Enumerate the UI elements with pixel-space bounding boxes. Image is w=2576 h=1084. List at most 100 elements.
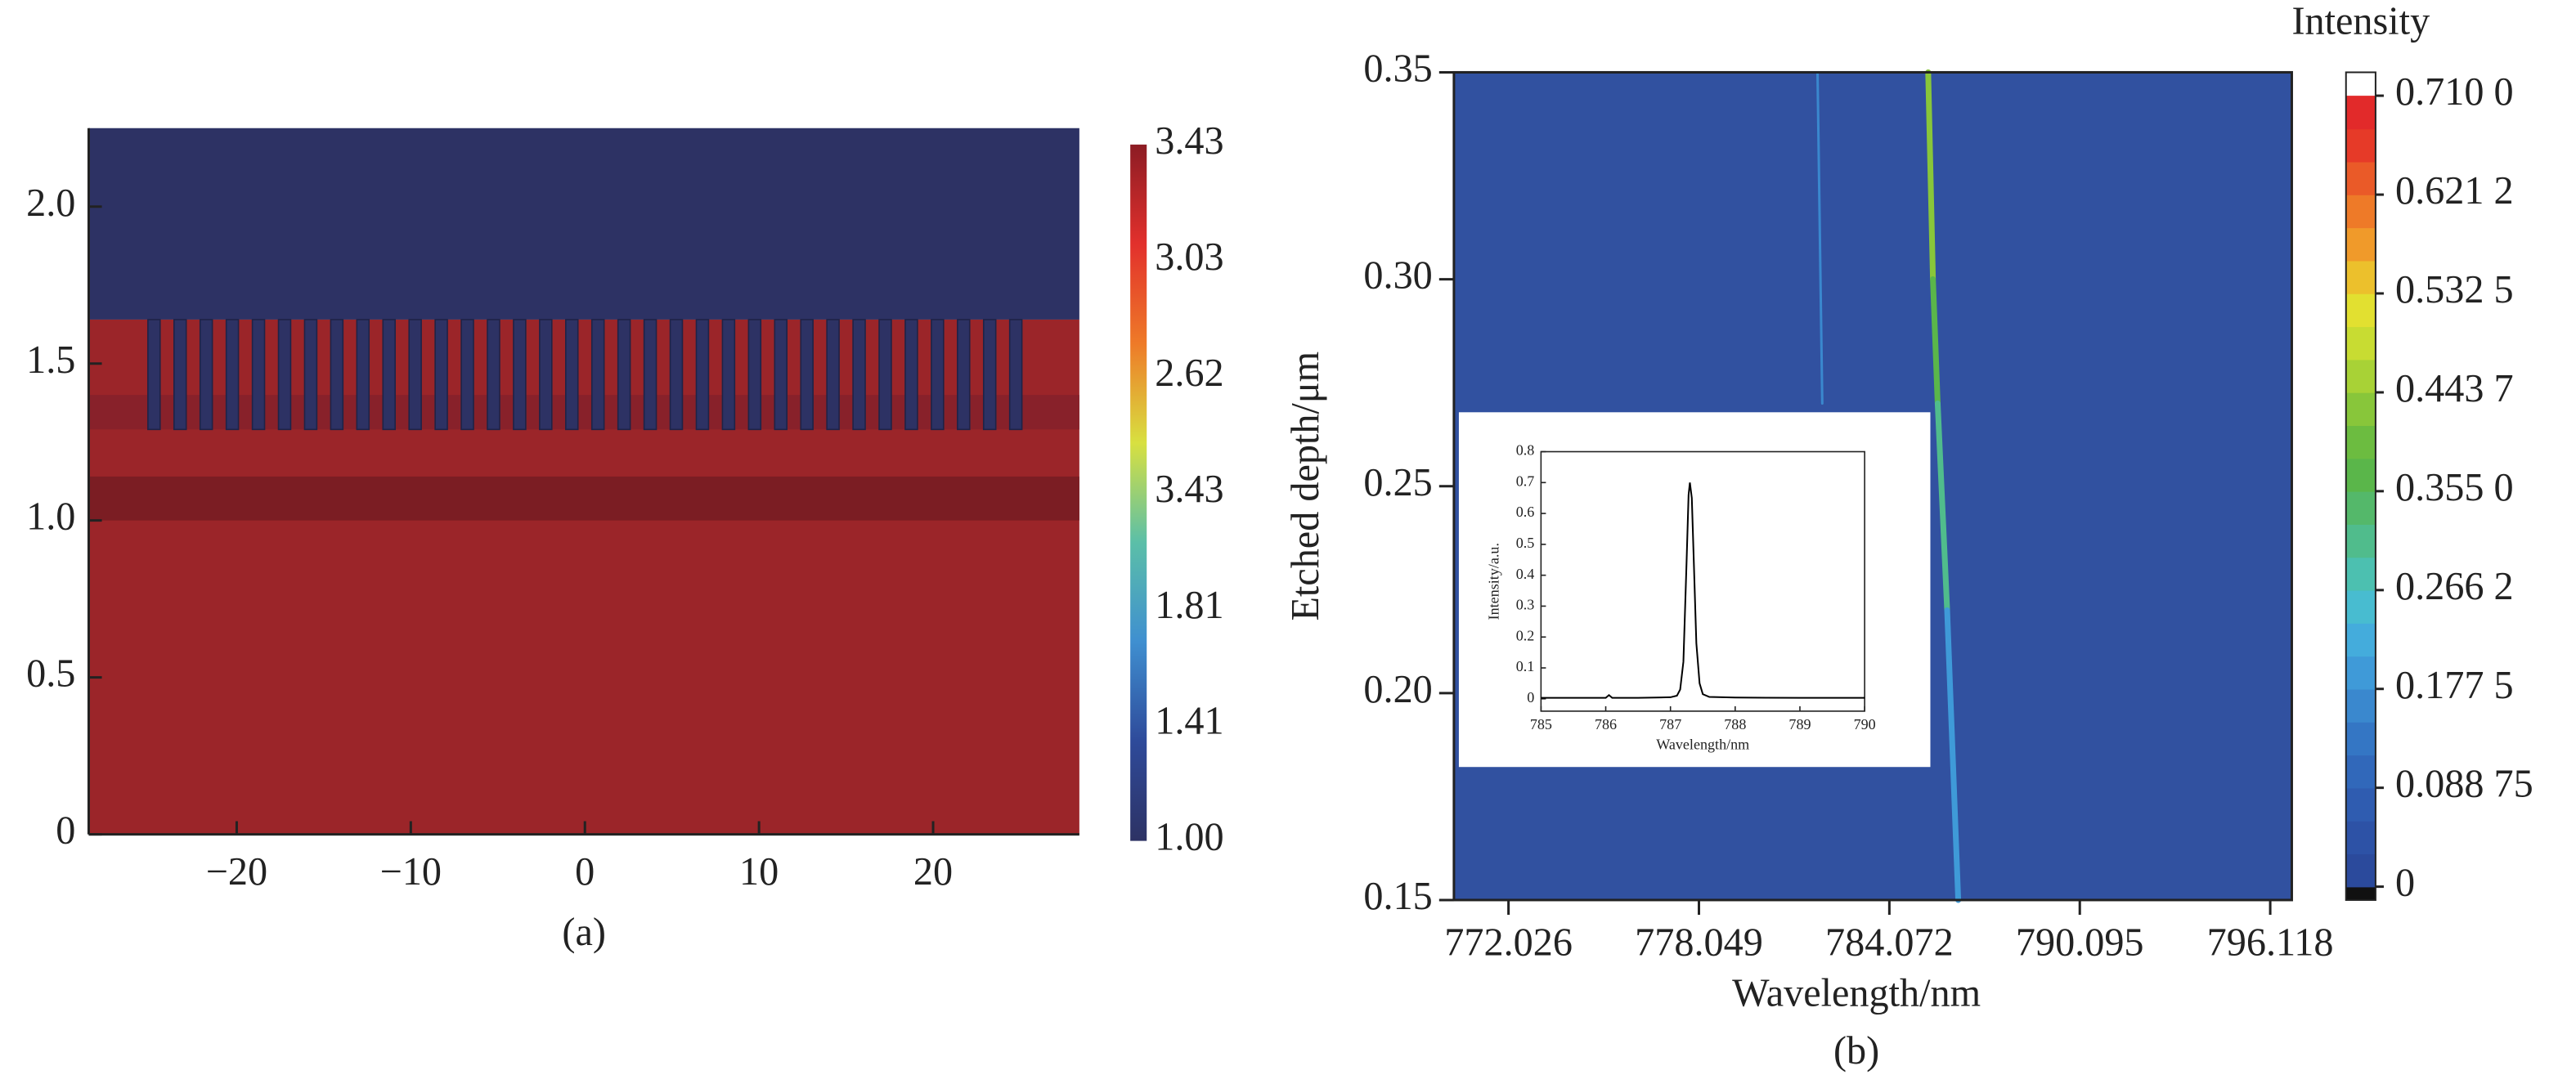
x-tick-label: 772.026: [1444, 921, 1573, 965]
y-tick-label: 0.30: [1363, 254, 1432, 298]
grating-groove: [330, 319, 344, 431]
intensity-ridge: [1944, 607, 1962, 903]
y-tick-label: 1.0: [26, 495, 75, 539]
x-tick-label: 796.118: [2207, 921, 2334, 965]
colorbar-level: [2345, 853, 2376, 888]
grating-groove: [382, 319, 396, 431]
colorbar-tick-label: 0.355 0: [2395, 466, 2514, 509]
grating-groove: [225, 319, 240, 431]
colorbar-level: [2345, 623, 2376, 657]
inset-y-tick-label: 0: [1527, 689, 1534, 705]
colorbar-level: [2345, 392, 2376, 427]
y-axis-label: Etched depth/μm: [1284, 352, 1327, 621]
inset-x-tick-label: 785: [1530, 716, 1552, 732]
intensity-ridge: [1934, 400, 1950, 614]
grating-groove: [356, 319, 370, 431]
grating-groove: [147, 319, 161, 431]
colorbar-label: 1.81: [1155, 584, 1223, 627]
grating-groove: [669, 319, 684, 431]
x-tick-label: −20: [206, 850, 267, 894]
index-region: [88, 476, 1079, 521]
colorbar-level: [2345, 161, 2376, 195]
colorbar-level: [2345, 195, 2376, 229]
grating-groove: [617, 319, 631, 431]
colorbar-tick-label: 0.532 5: [2395, 268, 2514, 311]
inset-x-tick-label: 790: [1854, 716, 1876, 732]
grating-groove: [590, 319, 605, 431]
colorbar-level: [2345, 524, 2376, 558]
colorbar-level: [2345, 326, 2376, 361]
index-region: [88, 128, 1079, 320]
inset-y-tick-label: 0.3: [1516, 597, 1535, 613]
inset-x-tick-label: 788: [1724, 716, 1746, 732]
grating-groove: [251, 319, 266, 431]
colorbar-tick-label: 0.443 7: [2395, 367, 2514, 410]
grating-groove: [774, 319, 788, 431]
colorbar-tick-label: 0.088 75: [2395, 763, 2533, 806]
colorbar-level: [2345, 425, 2376, 459]
grating-groove: [408, 319, 422, 431]
grating-groove: [643, 319, 657, 431]
inset-y-label: Intensity/a.u.: [1485, 543, 1501, 620]
colorbar-label: 1.00: [1155, 816, 1223, 859]
intensity-ridge: [1925, 69, 1936, 283]
inset-x-tick-label: 787: [1659, 716, 1681, 732]
colorbar-level: [2345, 787, 2376, 822]
grating-groove: [852, 319, 866, 431]
y-tick-label: 0.15: [1363, 875, 1432, 918]
grating-groove: [957, 319, 971, 431]
grating-groove: [800, 319, 814, 431]
y-tick-label: 0.20: [1363, 668, 1432, 711]
colorbar-label: 3.43: [1155, 119, 1223, 163]
colorbar-frame: [2345, 71, 2376, 901]
colorbar-label: 3.03: [1155, 235, 1223, 279]
index-map: [88, 128, 1079, 835]
grating-groove: [303, 319, 318, 431]
x-tick-label: 790.095: [2016, 921, 2144, 965]
y-tick-label: 0.35: [1363, 47, 1432, 91]
colorbar-level: [2345, 656, 2376, 690]
colorbar-over: [2345, 72, 2376, 96]
grating-groove: [721, 319, 736, 431]
grating-groove: [434, 319, 448, 431]
colorbar-level: [2345, 589, 2376, 624]
grating-groove: [826, 319, 840, 431]
y-tick-label: 2.0: [26, 181, 75, 225]
grating-groove: [173, 319, 187, 431]
colorbar-level: [2345, 260, 2376, 294]
grating-groove: [1008, 319, 1023, 431]
y-tick-label: 0.5: [26, 652, 75, 696]
x-axis-label: Wavelength/nm: [1732, 972, 1981, 1015]
inset-y-tick-label: 0.4: [1516, 566, 1535, 582]
colorbar-level: [2345, 227, 2376, 262]
intensity-ridge: [1816, 70, 1824, 405]
x-tick-label: 784.072: [1825, 921, 1954, 965]
colorbar-tick-label: 0.266 2: [2395, 565, 2514, 608]
colorbar-label: 3.43: [1155, 468, 1223, 511]
colorbar-title: Intensity: [2291, 0, 2430, 43]
inset-x-tick-label: 786: [1595, 716, 1617, 732]
intensity-ridge: [1930, 276, 1941, 406]
inset-x-label: Wavelength/nm: [1656, 736, 1749, 752]
grating-groove: [460, 319, 474, 431]
grating-groove: [487, 319, 500, 431]
colorbar-tick-label: 0: [2395, 862, 2415, 905]
grating-groove: [878, 319, 892, 431]
x-tick-label: −10: [380, 850, 442, 894]
colorbar-level: [2345, 490, 2376, 525]
inset-frame: [1540, 450, 1865, 712]
inset-y-tick-label: 0.2: [1516, 627, 1535, 643]
colorbar-level: [2345, 557, 2376, 591]
y-tick-label: 1.5: [26, 338, 75, 382]
colorbar-under: [2345, 886, 2376, 900]
inset-y-tick-label: 0.5: [1516, 535, 1535, 551]
colorbar-tick-label: 0.710 0: [2395, 70, 2514, 114]
grating-groove: [277, 319, 292, 431]
x-tick-label: 0: [575, 850, 595, 894]
x-tick-label: 10: [739, 850, 779, 894]
colorbar-level: [2345, 96, 2376, 130]
inset-y-tick-label: 0.1: [1516, 658, 1535, 674]
colorbar: [1130, 144, 1147, 841]
